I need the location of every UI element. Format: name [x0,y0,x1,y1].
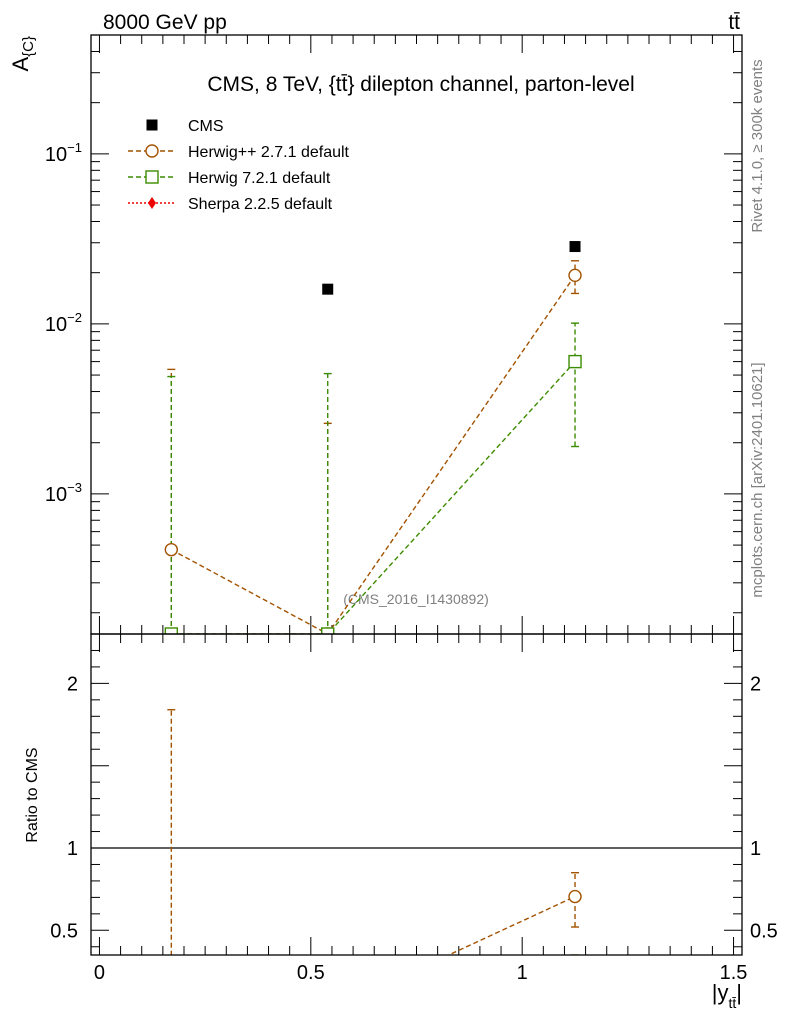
ratio-series-line [447,895,576,955]
main-y-axis-label: A{C} [8,36,37,72]
ratio-series-line [171,978,575,1011]
y-tick-label-ratio: 0.5 [50,920,78,942]
legend-label: Sherpa 2.2.5 default [188,196,333,213]
legend: CMS Herwig++ 2.7.1 default Herwig 7.2.1 de… [128,118,350,213]
y-tick-label-ratio-right: 0.5 [750,920,778,942]
x-tick-label: 0.5 [297,962,325,984]
data-point-herwigpp [145,144,159,158]
legend-label: CMS [188,118,224,135]
ratio-y-axis-label: Ratio to CMS [24,747,41,842]
legend-label: Herwig 7.2.1 default [188,170,331,187]
y-tick-label-main: 10−2 [45,310,82,336]
data-point-herwig7 [568,354,582,369]
ratio-data-point [569,972,581,984]
process-label: tt̄ [728,11,740,34]
data-point-cms [569,241,581,253]
axes-group: 10−110−210−30 0.5 1 1.50.5 0.51 12 2 [45,34,778,984]
data-point-herwigpp [568,268,582,283]
analysis-id-label: (CMS_2016_I1430892) [343,591,489,607]
data-point-sherpa [148,197,156,209]
y-tick-label-main: 10−3 [45,480,82,506]
data-point-herwig7 [164,627,179,634]
y-tick-label-ratio-right: 1 [750,838,761,860]
data-point-cms [146,119,158,131]
y-tick-label-ratio-right: 2 [750,673,761,695]
mcplots-label: mcplots.cern.ch [arXiv:2401.10621] [749,362,766,597]
data-point-cms [322,283,334,295]
ratio-plot-frame [90,633,743,956]
y-tick-label-ratio: 2 [67,673,78,695]
data-point-herwigpp [164,542,179,557]
main-series-group [164,241,582,634]
x-tick-label: 1.5 [720,962,748,984]
x-tick-label: 0 [94,962,105,984]
y-tick-label-ratio: 1 [67,838,78,860]
data-point-herwig7 [145,170,159,184]
ratio-series-group [167,709,582,1011]
plot-title: CMS, 8 TeV, {tt̄} dilepton channel, part… [207,73,634,96]
energy-label: 8000 GeV pp [103,11,227,34]
x-axis-label: |ytt̄| [712,980,742,1011]
legend-label: Herwig++ 2.7.1 default [188,144,350,161]
x-tick-label: 1 [517,962,528,984]
ratio-data-point [568,889,582,904]
y-tick-label-main: 10−1 [45,140,82,166]
rivet-version-label: Rivet 4.1.0, ≥ 300k events [749,59,766,232]
series-line [171,361,576,634]
data-point-herwig7 [321,627,335,634]
series-line [170,274,576,634]
